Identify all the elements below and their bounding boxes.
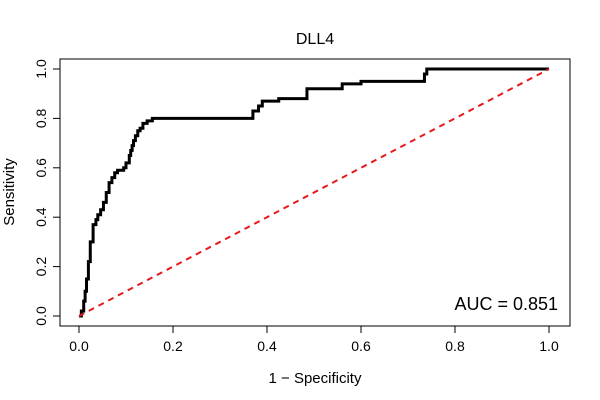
x-tick-label: 1.0	[539, 338, 559, 354]
x-axis: 0.0 0.2 0.4 0.6 0.8 1.0	[69, 325, 559, 354]
y-tick-label: 1.0	[33, 59, 49, 79]
x-tick-label: 0.0	[69, 338, 89, 354]
y-tick-label: 0.2	[33, 257, 49, 277]
x-tick-label: 0.2	[163, 338, 183, 354]
y-axis: 0.0 0.2 0.4 0.6 0.8 1.0	[33, 59, 61, 326]
y-tick-label: 0.8	[33, 108, 49, 128]
series-layer	[78, 67, 550, 318]
y-tick-label: 0.4	[33, 207, 49, 227]
x-tick-label: 0.4	[257, 338, 277, 354]
diagonal-reference-line	[78, 68, 550, 317]
auc-annotation: AUC = 0.851	[454, 294, 558, 314]
y-axis-label: Sensitivity	[1, 158, 18, 226]
x-axis-label: 1 − Specificity	[269, 370, 362, 387]
chart-title: DLL4	[296, 31, 334, 48]
roc-curve	[79, 67, 549, 318]
y-tick-label: 0.6	[33, 158, 49, 178]
y-tick-label: 0.0	[33, 306, 49, 326]
x-tick-label: 0.6	[351, 338, 371, 354]
x-tick-label: 0.8	[445, 338, 465, 354]
